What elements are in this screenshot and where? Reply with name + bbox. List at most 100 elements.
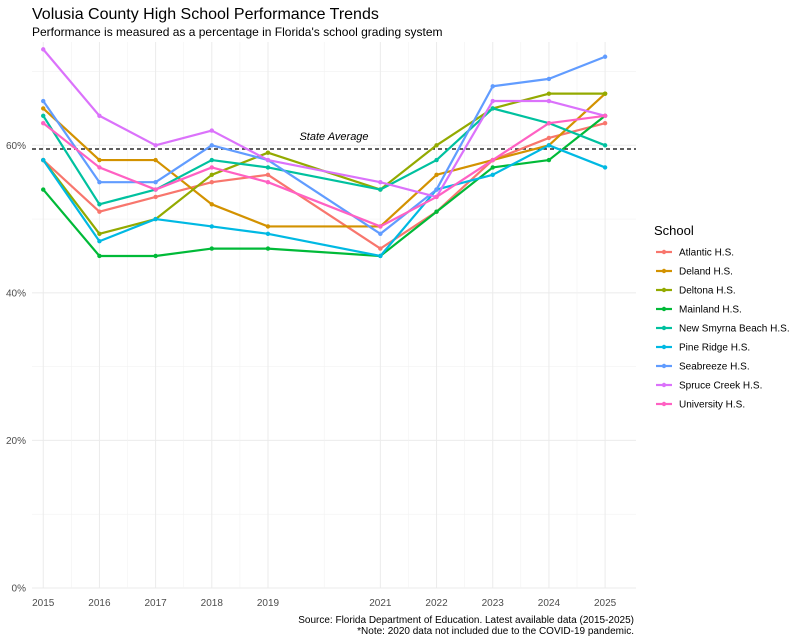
data-point-mainland-h-s xyxy=(209,246,214,251)
reference-line: State Average xyxy=(32,131,636,150)
legend-key-point-university-h-s xyxy=(661,401,667,407)
data-point-university-h-s xyxy=(97,165,102,170)
data-point-seabreeze-h-s xyxy=(602,54,608,59)
data-point-deltona-h-s xyxy=(434,143,439,148)
data-point-seabreeze-h-s xyxy=(490,84,495,89)
data-point-pine-ridge-h-s xyxy=(265,231,271,237)
legend-label-atlantic-h-s: Atlantic H.S. xyxy=(679,248,734,259)
data-point-mainland-h-s xyxy=(490,165,495,170)
data-point-university-h-s xyxy=(602,113,608,118)
data-point-deland-h-s xyxy=(153,157,158,163)
legend-key-point-atlantic-h-s xyxy=(661,249,667,255)
data-point-seabreeze-h-s xyxy=(41,98,46,104)
data-point-pine-ridge-h-s xyxy=(153,216,158,222)
data-point-atlantic-h-s xyxy=(153,194,158,200)
legend-label-new-smyrna-beach-h-s: New Smyrna Beach H.S. xyxy=(679,324,790,335)
legend-key-point-seabreeze-h-s xyxy=(661,363,667,369)
y-tick-label: 60% xyxy=(6,141,26,152)
legend-key-point-deltona-h-s xyxy=(661,287,667,293)
data-point-atlantic-h-s xyxy=(209,179,214,185)
axis-ticks: 2015 2016 2017 2018 2019 2021 2022 2023 2024 2025… xyxy=(6,141,617,609)
legend-label-deltona-h-s: Deltona H.S. xyxy=(679,286,736,297)
data-point-deland-h-s xyxy=(434,172,439,178)
data-point-pine-ridge-h-s xyxy=(546,143,552,148)
data-point-spruce-creek-h-s xyxy=(97,113,102,118)
legend-key-point-spruce-creek-h-s xyxy=(661,382,667,388)
x-tick-label: 2017 xyxy=(144,598,167,609)
state-average-label: State Average xyxy=(299,131,368,143)
data-point-seabreeze-h-s xyxy=(378,231,383,237)
data-point-deltona-h-s xyxy=(265,150,271,155)
data-point-university-h-s xyxy=(41,120,46,126)
data-point-seabreeze-h-s xyxy=(153,179,158,185)
series-line-new-smyrna-beach-h-s xyxy=(42,107,606,206)
data-point-university-h-s xyxy=(434,194,439,200)
data-point-new-smyrna-beach-h-s xyxy=(97,202,102,207)
data-point-pine-ridge-h-s xyxy=(490,172,495,178)
x-tick-label: 2022 xyxy=(425,598,448,609)
data-point-pine-ridge-h-s xyxy=(378,253,383,259)
data-point-mainland-h-s xyxy=(153,253,158,259)
legend-key-point-deland-h-s xyxy=(661,268,667,274)
data-point-spruce-creek-h-s xyxy=(41,47,46,52)
data-point-new-smyrna-beach-h-s xyxy=(490,106,495,111)
chart-title: Volusia County High School Performance T… xyxy=(32,6,379,23)
chart-subtitle: Performance is measured as a percentage … xyxy=(32,25,443,39)
data-point-deltona-h-s xyxy=(209,172,214,178)
data-point-new-smyrna-beach-h-s xyxy=(265,165,271,170)
y-tick-label: 40% xyxy=(6,288,26,299)
series-line-pine-ridge-h-s xyxy=(42,144,606,258)
data-point-university-h-s xyxy=(378,224,383,229)
x-tick-label: 2021 xyxy=(369,598,392,609)
caption-source: Source: Florida Department of Education.… xyxy=(298,615,634,626)
data-point-spruce-creek-h-s xyxy=(490,98,495,104)
legend-label-mainland-h-s: Mainland H.S. xyxy=(679,305,742,316)
x-tick-label: 2023 xyxy=(482,598,505,609)
data-point-new-smyrna-beach-h-s xyxy=(209,157,214,163)
legend-label-pine-ridge-h-s: Pine Ridge H.S. xyxy=(679,343,750,354)
data-point-atlantic-h-s xyxy=(378,246,383,251)
data-point-new-smyrna-beach-h-s xyxy=(41,113,46,118)
data-point-mainland-h-s xyxy=(546,157,552,163)
data-point-new-smyrna-beach-h-s xyxy=(602,143,608,148)
series-line-spruce-creek-h-s xyxy=(42,48,606,199)
data-point-university-h-s xyxy=(209,165,214,170)
data-point-pine-ridge-h-s xyxy=(602,165,608,170)
data-point-mainland-h-s xyxy=(41,187,46,192)
data-point-spruce-creek-h-s xyxy=(153,143,158,148)
legend-key-point-pine-ridge-h-s xyxy=(661,344,667,350)
data-point-deltona-h-s xyxy=(602,91,608,96)
x-tick-label: 2016 xyxy=(88,598,111,609)
series-line-deland-h-s xyxy=(42,92,606,228)
series-line-seabreeze-h-s xyxy=(42,55,606,235)
x-tick-label: 2024 xyxy=(538,598,561,609)
series-line-university-h-s xyxy=(42,114,606,228)
caption-note: *Note: 2020 data not included due to the… xyxy=(357,626,634,637)
data-point-university-h-s xyxy=(265,179,271,185)
data-point-deland-h-s xyxy=(265,224,271,229)
data-point-atlantic-h-s xyxy=(265,172,271,178)
x-tick-label: 2025 xyxy=(594,598,617,609)
x-tick-label: 2018 xyxy=(201,598,224,609)
data-point-university-h-s xyxy=(153,187,158,192)
data-point-deltona-h-s xyxy=(546,91,552,96)
data-point-spruce-creek-h-s xyxy=(265,157,271,163)
data-point-deland-h-s xyxy=(209,202,214,207)
data-point-atlantic-h-s xyxy=(602,120,608,126)
legend: School Atlantic H.S. Deland H.S. Deltona H… xyxy=(654,223,790,411)
x-tick-label: 2015 xyxy=(32,598,55,609)
data-point-university-h-s xyxy=(546,120,552,126)
data-point-pine-ridge-h-s xyxy=(209,224,214,229)
legend-label-seabreeze-h-s: Seabreeze H.S. xyxy=(679,362,750,373)
series-line-mainland-h-s xyxy=(42,114,606,258)
legend-title: School xyxy=(654,223,694,238)
data-point-mainland-h-s xyxy=(97,253,102,259)
data-point-deland-h-s xyxy=(97,157,102,163)
legend-label-university-h-s: University H.S. xyxy=(679,400,745,411)
data-point-mainland-h-s xyxy=(265,246,271,251)
data-point-new-smyrna-beach-h-s xyxy=(378,187,383,192)
data-point-spruce-creek-h-s xyxy=(378,179,383,185)
data-point-deltona-h-s xyxy=(97,231,102,237)
data-point-pine-ridge-h-s xyxy=(97,239,102,244)
